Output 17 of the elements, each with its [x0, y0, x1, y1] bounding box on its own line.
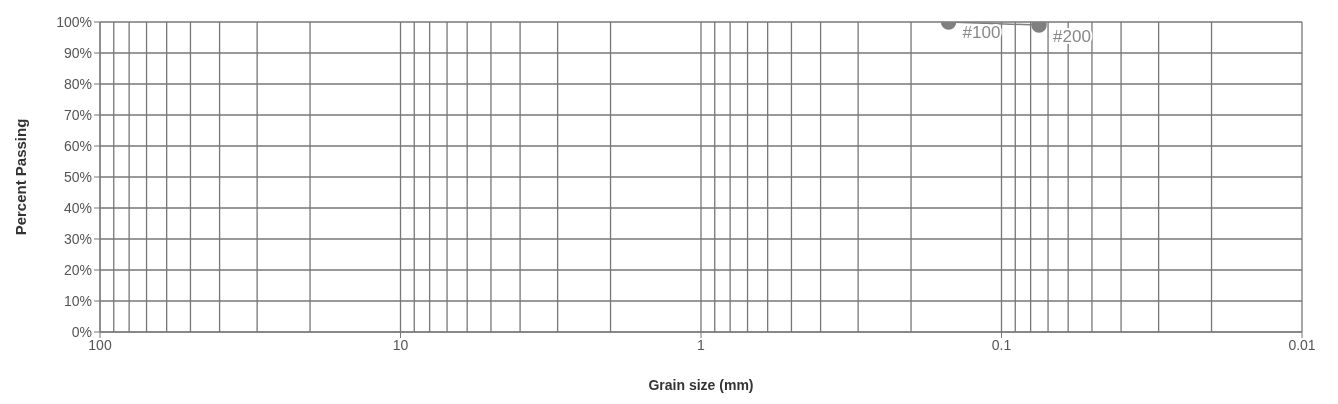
x-tick-label: 0.01 — [1288, 336, 1316, 353]
y-tick-label: 40% — [63, 199, 92, 216]
annotation: #100 — [962, 23, 1001, 43]
x-tick-label: 1 — [697, 336, 706, 353]
y-tick-label: 90% — [63, 44, 92, 61]
y-tick-label: 60% — [63, 137, 92, 154]
y-tick-label: 70% — [63, 106, 92, 123]
y-tick-label: 80% — [63, 75, 92, 92]
y-tick-label: 100% — [56, 13, 92, 30]
x-axis-title: Grain size (mm) — [648, 377, 754, 393]
y-tick-label: 30% — [63, 230, 92, 247]
x-tick-label: 10 — [392, 336, 409, 353]
y-tick-label: 50% — [63, 168, 92, 185]
y-tick-label: 20% — [63, 261, 92, 278]
x-tick-label: 0.1 — [991, 336, 1012, 353]
y-axis-title: Percent Passing — [11, 118, 29, 236]
y-tick-label: 10% — [63, 292, 92, 309]
